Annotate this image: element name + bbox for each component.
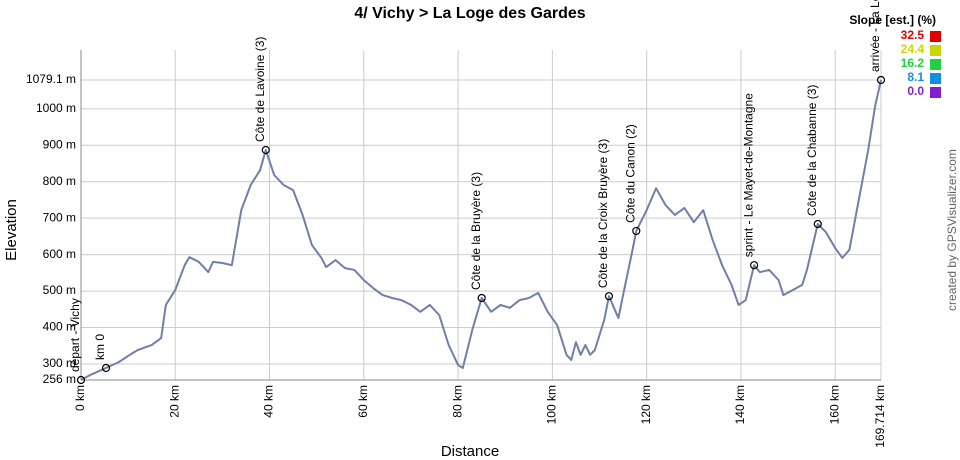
waypoint-marker bbox=[76, 375, 86, 385]
waypoint-label: Côte de la Croix Bruyère (3) bbox=[596, 139, 610, 288]
legend-value: 24.4 bbox=[901, 42, 925, 56]
legend-value: 0.0 bbox=[907, 84, 924, 98]
x-tick-label: 40 km bbox=[262, 385, 276, 418]
chart-title: 4/ Vichy > La Loge des Gardes bbox=[354, 5, 585, 22]
waypoint-label: km 0 bbox=[93, 334, 107, 360]
waypoint-marker bbox=[876, 75, 886, 85]
legend-swatch bbox=[930, 87, 941, 98]
waypoint-marker bbox=[261, 145, 270, 155]
legend-swatch bbox=[930, 73, 941, 84]
waypoint-label: Côte de la Bruyère (3) bbox=[469, 172, 483, 290]
waypoint-marker bbox=[101, 363, 111, 373]
waypoint-marker bbox=[477, 293, 486, 303]
y-tick-label: 900 m bbox=[43, 137, 76, 151]
waypoint-marker bbox=[813, 219, 822, 229]
y-tick-label: 800 m bbox=[43, 174, 76, 188]
y-tick-label: 600 m bbox=[43, 247, 76, 261]
waypoint-label: Côte de la Chabanne (3) bbox=[805, 85, 819, 216]
x-tick-label: 60 km bbox=[356, 385, 370, 418]
legend-swatch bbox=[930, 59, 941, 70]
waypoint-label: Côte de Lavoine (3) bbox=[253, 37, 267, 142]
waypoint-marker bbox=[604, 292, 614, 301]
elevation-line bbox=[80, 79, 882, 381]
x-tick-label: 120 km bbox=[639, 385, 653, 424]
y-tick-label: 1000 m bbox=[36, 101, 76, 115]
waypoint-label: départ - Vichy bbox=[68, 298, 82, 372]
legend-value: 16.2 bbox=[901, 56, 925, 70]
legend-swatch bbox=[930, 31, 941, 42]
y-tick-label: 256 m bbox=[43, 372, 76, 386]
x-tick-label: 100 km bbox=[545, 385, 559, 424]
x-tick-label: 169.714 km bbox=[873, 385, 887, 448]
waypoint-label: sprint - Le Mayet-de-Montagne bbox=[741, 93, 755, 257]
credit: created by GPSVisualizer.com bbox=[945, 149, 959, 311]
legend-title: Slope [est.] (%) bbox=[849, 13, 936, 27]
x-tick-label: 160 km bbox=[827, 385, 841, 424]
waypoint-label: Côte du Canon (2) bbox=[623, 124, 637, 223]
waypoint-marker bbox=[750, 261, 759, 270]
y-tick-label: 500 m bbox=[43, 283, 76, 297]
y-tick-label: 1079.1 m bbox=[26, 72, 76, 86]
waypoint-label: arrivée - La Loge des Gardes bbox=[868, 0, 882, 72]
y-tick-label: 700 m bbox=[43, 210, 76, 224]
y-tick-label: 300 m bbox=[43, 356, 76, 370]
x-tick-label: 80 km bbox=[450, 385, 464, 418]
x-tick-label: 20 km bbox=[167, 385, 181, 418]
legend-swatch bbox=[930, 45, 941, 56]
legend-value: 32.5 bbox=[901, 28, 925, 42]
x-tick-label: 0 km bbox=[73, 385, 87, 411]
waypoint-marker bbox=[632, 226, 641, 236]
y-tick-label: 400 m bbox=[43, 320, 76, 334]
legend-value: 8.1 bbox=[907, 70, 924, 84]
y-axis-label: Elevation bbox=[3, 199, 20, 261]
x-axis-label: Distance bbox=[441, 443, 499, 460]
x-tick-label: 140 km bbox=[733, 385, 747, 424]
